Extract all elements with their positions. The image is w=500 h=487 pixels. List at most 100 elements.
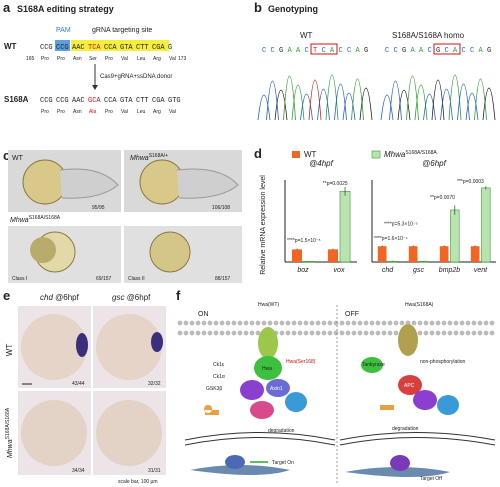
label: Target Off <box>420 476 442 482</box>
panel-letter: a <box>3 0 11 15</box>
peak <box>300 93 313 121</box>
lipid <box>267 320 273 326</box>
dna <box>190 465 290 475</box>
lipid <box>381 330 387 336</box>
base: C <box>271 47 275 55</box>
lipid <box>429 320 435 326</box>
amino-acid: Arg <box>153 109 161 115</box>
peak <box>431 79 445 121</box>
y-axis-label: Relative mRNA expression level <box>260 175 267 275</box>
panel-a: a S168A editing strategy PAM gRNA target… <box>3 0 187 115</box>
row-label: MhwaS168A/S168A <box>5 407 14 458</box>
lipid <box>375 320 381 326</box>
peak <box>308 79 322 121</box>
lipid <box>399 320 405 326</box>
lipid <box>219 330 225 336</box>
panel-letter: d <box>254 146 262 161</box>
lipid <box>255 330 261 336</box>
lipid <box>381 320 387 326</box>
lipid <box>459 320 465 326</box>
lipid <box>297 320 303 326</box>
base: G <box>436 47 440 55</box>
bar <box>339 191 351 263</box>
lipid <box>333 330 339 336</box>
label: degradation <box>392 426 419 432</box>
lipid <box>489 330 495 336</box>
peak <box>351 78 364 121</box>
lipid <box>213 330 219 336</box>
tail <box>176 168 239 199</box>
embryo <box>22 159 68 205</box>
base: G <box>402 47 406 55</box>
amino-acid: Leu <box>137 109 146 115</box>
pos-start: 165 <box>26 56 35 62</box>
pos-end: 173 <box>178 56 187 62</box>
col-title: gsc @6hpf <box>112 293 151 302</box>
codon: AAC <box>72 44 85 52</box>
codon: CGA <box>152 97 165 105</box>
lipid <box>231 320 237 326</box>
embryo <box>139 159 185 205</box>
label: non-phosphorylation <box>420 359 466 365</box>
codon: CTT <box>136 44 149 52</box>
lipid <box>417 330 423 336</box>
mut-label: S168A <box>4 95 29 104</box>
col-title: chd @6hpf <box>40 293 80 302</box>
chart-title: @6hpf <box>422 159 446 168</box>
arrow-head <box>92 85 98 90</box>
peak <box>482 87 496 121</box>
label: Hwa <box>262 366 272 372</box>
x-tick-label: bmp2b <box>439 267 461 274</box>
axin <box>413 390 437 410</box>
x-tick-label: vox <box>334 267 345 274</box>
codon: CCA <box>104 44 117 52</box>
panel-letter: b <box>254 0 262 15</box>
peak <box>257 94 271 121</box>
lipid <box>483 330 489 336</box>
peak <box>274 89 288 121</box>
lipid <box>351 330 357 336</box>
amino-acid: Pro <box>57 56 65 62</box>
count: 32/32 <box>148 381 161 387</box>
lipid <box>375 330 381 336</box>
lipid <box>237 330 243 336</box>
base: A <box>330 47 335 55</box>
label: APC <box>404 383 415 389</box>
amino-acid: Val <box>121 56 128 62</box>
annotation: ***p=0.0003 <box>457 179 484 185</box>
embryo <box>96 400 162 466</box>
codon: GCA <box>88 97 101 105</box>
nucleus <box>339 437 496 446</box>
lipid <box>261 320 267 326</box>
lipid <box>237 320 243 326</box>
lipid <box>291 320 297 326</box>
base: A <box>356 47 361 55</box>
ck1e <box>240 380 264 400</box>
lipid <box>195 330 201 336</box>
homo-label: S168A/S168A homo <box>392 31 465 40</box>
hwa <box>398 324 418 356</box>
pam-label: PAM <box>56 27 71 34</box>
panel-f: f ON OFF Hwa(WT) Hwa(S168A) Hwa Hwa(Ser1… <box>176 288 496 485</box>
lipid <box>351 320 357 326</box>
tle <box>390 455 410 471</box>
peak <box>465 92 479 121</box>
lipid <box>183 330 189 336</box>
peak <box>266 80 279 121</box>
embryo <box>21 314 87 380</box>
peak <box>325 74 339 121</box>
peak <box>423 93 436 121</box>
label: Target On <box>272 460 294 466</box>
amino-acid: Pro <box>41 56 49 62</box>
lipid <box>327 320 333 326</box>
lipid <box>291 330 297 336</box>
lipid <box>207 330 213 336</box>
state-label: OFF <box>345 311 359 318</box>
label: Hwa(WT) <box>258 302 279 308</box>
label: Hwa(S168A) <box>405 302 434 308</box>
lipid <box>315 320 321 326</box>
x-tick-label: vent <box>474 267 488 274</box>
panel-letter: e <box>3 288 10 303</box>
lipid <box>459 330 465 336</box>
peak <box>342 92 356 121</box>
